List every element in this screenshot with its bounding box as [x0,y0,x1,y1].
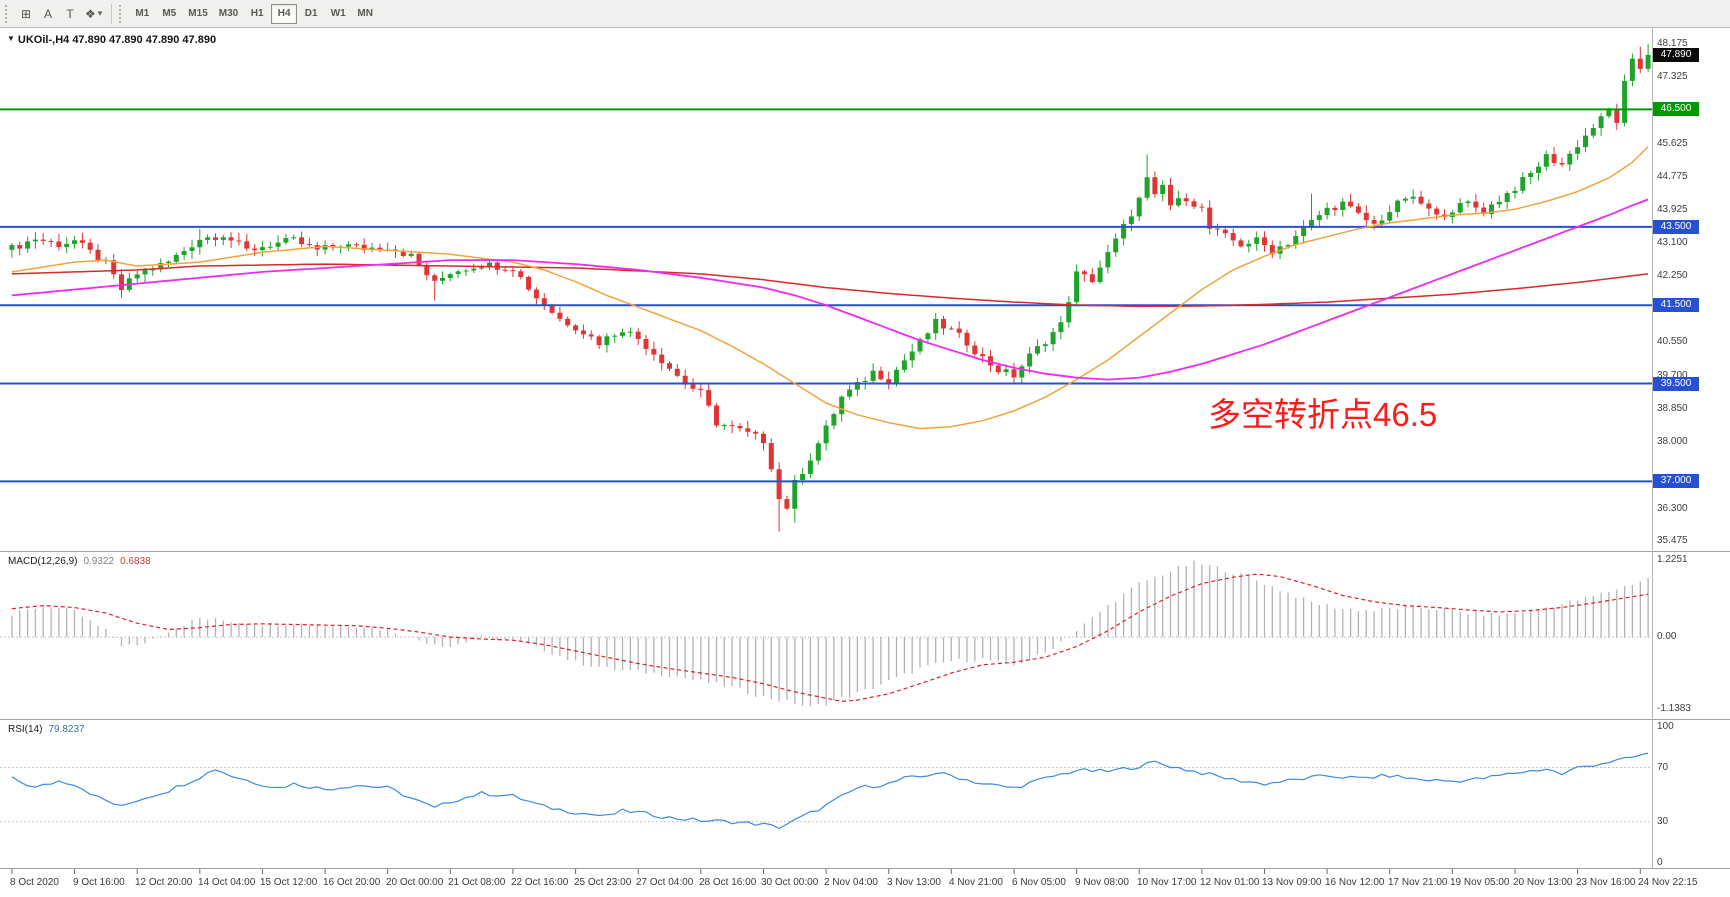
chart-area[interactable]: ▼ UKOil-,H4 47.890 47.890 47.890 47.890 M… [0,28,1730,897]
tf-button-w1[interactable]: W1 [325,4,351,24]
chevron-down-icon: ▾ [97,8,103,18]
panel-frame-layer [0,28,1730,874]
letter-a-icon: A [43,6,52,21]
tf-button-m15[interactable]: M15 [183,4,212,24]
chart-grid-icon: ⊞ [20,6,32,21]
moving-averages-layer [11,146,1649,430]
toolbar-drag-handle[interactable] [5,4,10,23]
timeframe-group: M1 M5 M15 M30 H1 H4 D1 W1 MN [129,3,378,24]
macd-layer [0,560,1652,707]
text-tool-button[interactable]: T [59,3,81,25]
tf-button-m30[interactable]: M30 [214,4,243,24]
indicators-icon: ❖ [85,6,96,21]
tf-button-h4[interactable]: H4 [271,3,298,24]
toolbar: ⊞ A T ❖ ▾ M1 M5 M15 M30 H1 H4 D1 W1 MN [0,0,1730,28]
indicators-dropdown-button[interactable]: ❖ ▾ [81,3,106,25]
tf-button-m1[interactable]: M1 [129,4,155,24]
chart-window-button[interactable]: ⊞ [15,3,37,25]
toolbar-drag-handle[interactable] [119,4,124,23]
rsi-layer [0,752,1652,830]
tf-button-m5[interactable]: M5 [156,4,182,24]
tf-button-mn[interactable]: MN [352,4,378,24]
annotation-a-button[interactable]: A [37,3,59,25]
toolbar-separator [111,3,113,24]
tf-button-h1[interactable]: H1 [244,4,270,24]
tf-button-d1[interactable]: D1 [298,4,324,24]
price-chart-canvas[interactable] [0,28,1730,897]
text-tool-icon: T [66,6,74,21]
